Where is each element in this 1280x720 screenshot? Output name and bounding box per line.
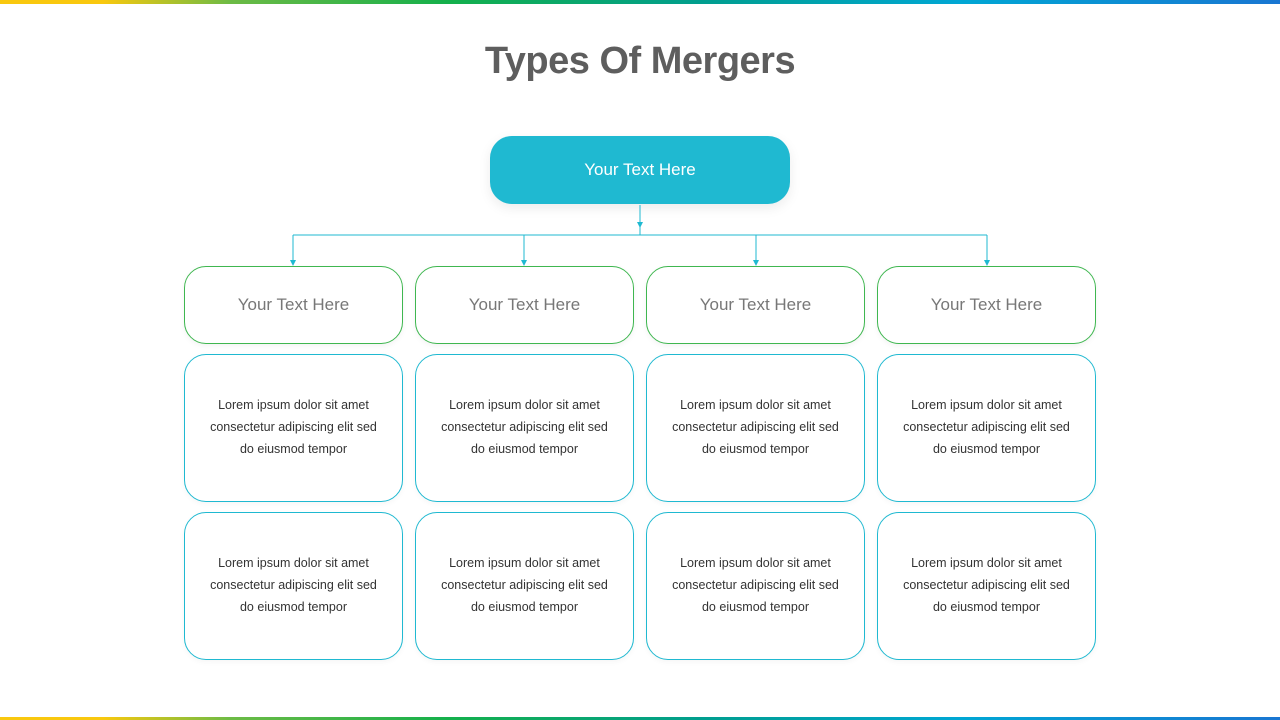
column-body: Lorem ipsum dolor sit amet consectetur a… — [646, 354, 865, 502]
top-gradient-border — [0, 0, 1280, 4]
column-body-text: Lorem ipsum dolor sit amet consectetur a… — [896, 395, 1077, 461]
column-body: Lorem ipsum dolor sit amet consectetur a… — [877, 354, 1096, 502]
column-header-label: Your Text Here — [238, 295, 350, 315]
column-body: Lorem ipsum dolor sit amet consectetur a… — [415, 512, 634, 660]
column: Your Text Here Lorem ipsum dolor sit ame… — [877, 266, 1096, 660]
column-body-text: Lorem ipsum dolor sit amet consectetur a… — [665, 553, 846, 619]
page-title: Types Of Mergers — [0, 40, 1280, 83]
column-header: Your Text Here — [184, 266, 403, 344]
column-body: Lorem ipsum dolor sit amet consectetur a… — [415, 354, 634, 502]
column-header: Your Text Here — [646, 266, 865, 344]
column-body: Lorem ipsum dolor sit amet consectetur a… — [877, 512, 1096, 660]
column-body-text: Lorem ipsum dolor sit amet consectetur a… — [896, 553, 1077, 619]
root-node-label: Your Text Here — [584, 160, 696, 180]
column-header-label: Your Text Here — [700, 295, 812, 315]
column-body-text: Lorem ipsum dolor sit amet consectetur a… — [203, 553, 384, 619]
slide: Types Of Mergers Your Text Here Your Tex… — [0, 0, 1280, 720]
column-body-text: Lorem ipsum dolor sit amet consectetur a… — [434, 395, 615, 461]
column-body: Lorem ipsum dolor sit amet consectetur a… — [184, 512, 403, 660]
column-header: Your Text Here — [415, 266, 634, 344]
column-body-text: Lorem ipsum dolor sit amet consectetur a… — [434, 553, 615, 619]
column: Your Text Here Lorem ipsum dolor sit ame… — [646, 266, 865, 660]
column-header: Your Text Here — [877, 266, 1096, 344]
columns-grid: Your Text Here Lorem ipsum dolor sit ame… — [184, 266, 1096, 660]
column-header-label: Your Text Here — [931, 295, 1043, 315]
column-body-text: Lorem ipsum dolor sit amet consectetur a… — [203, 395, 384, 461]
column-body-text: Lorem ipsum dolor sit amet consectetur a… — [665, 395, 846, 461]
column-body: Lorem ipsum dolor sit amet consectetur a… — [184, 354, 403, 502]
root-node: Your Text Here — [490, 136, 790, 204]
connector-lines — [180, 205, 1100, 270]
column-body: Lorem ipsum dolor sit amet consectetur a… — [646, 512, 865, 660]
column: Your Text Here Lorem ipsum dolor sit ame… — [415, 266, 634, 660]
column: Your Text Here Lorem ipsum dolor sit ame… — [184, 266, 403, 660]
column-header-label: Your Text Here — [469, 295, 581, 315]
